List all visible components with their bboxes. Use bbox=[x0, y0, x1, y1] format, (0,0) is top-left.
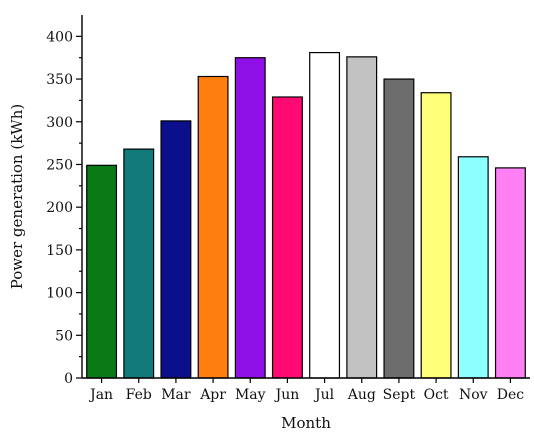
y-tick-label-150: 150 bbox=[46, 243, 73, 259]
x-tick-label-nov: Nov bbox=[459, 387, 488, 403]
bar-apr bbox=[197, 75, 229, 379]
x-tick-label-jul: Jul bbox=[313, 387, 335, 403]
y-tick-label-300: 300 bbox=[46, 115, 73, 131]
y-tick-label-350: 350 bbox=[46, 72, 73, 88]
x-tick-label-mar: Mar bbox=[161, 387, 191, 403]
bar-sept bbox=[383, 78, 415, 379]
bar-jul bbox=[309, 51, 341, 379]
x-tick-label-may: May bbox=[235, 387, 266, 403]
y-axis-title: Power generation (kWh) bbox=[8, 104, 26, 289]
x-tick-label-apr: Apr bbox=[199, 387, 226, 403]
x-axis-title: Month bbox=[281, 414, 331, 432]
x-tick-label-feb: Feb bbox=[126, 387, 152, 403]
bar-nov bbox=[457, 156, 489, 379]
bar-jun bbox=[271, 96, 303, 379]
y-tick-label-100: 100 bbox=[46, 286, 73, 302]
bars-group bbox=[86, 51, 526, 379]
x-axis: Jan Feb Mar Apr May Jun Jul Aug Sept Oct Nov Dec bbox=[82, 377, 530, 403]
y-tick-label-50: 50 bbox=[55, 328, 73, 344]
bar-dec bbox=[494, 167, 526, 379]
y-tick-label-400: 400 bbox=[46, 29, 73, 45]
y-tick-label-250: 250 bbox=[46, 157, 73, 173]
x-tick-label-jan: Jan bbox=[88, 387, 113, 403]
bar-oct bbox=[420, 92, 452, 379]
y-axis: 0 50 100 150 200 250 300 350 400 bbox=[46, 15, 83, 387]
x-tick-label-aug: Aug bbox=[347, 387, 376, 403]
bar-mar bbox=[160, 120, 192, 379]
bar-aug bbox=[346, 56, 378, 379]
bar-jan bbox=[86, 164, 118, 379]
y-tick-label-0: 0 bbox=[64, 371, 73, 387]
x-tick-label-jun: Jun bbox=[274, 387, 300, 403]
y-tick-label-200: 200 bbox=[46, 200, 73, 216]
x-tick-label-oct: Oct bbox=[424, 387, 449, 403]
bar-feb bbox=[123, 148, 155, 379]
x-tick-label-sept: Sept bbox=[383, 387, 416, 403]
x-tick-label-dec: Dec bbox=[497, 387, 525, 403]
bar-may bbox=[234, 57, 266, 379]
